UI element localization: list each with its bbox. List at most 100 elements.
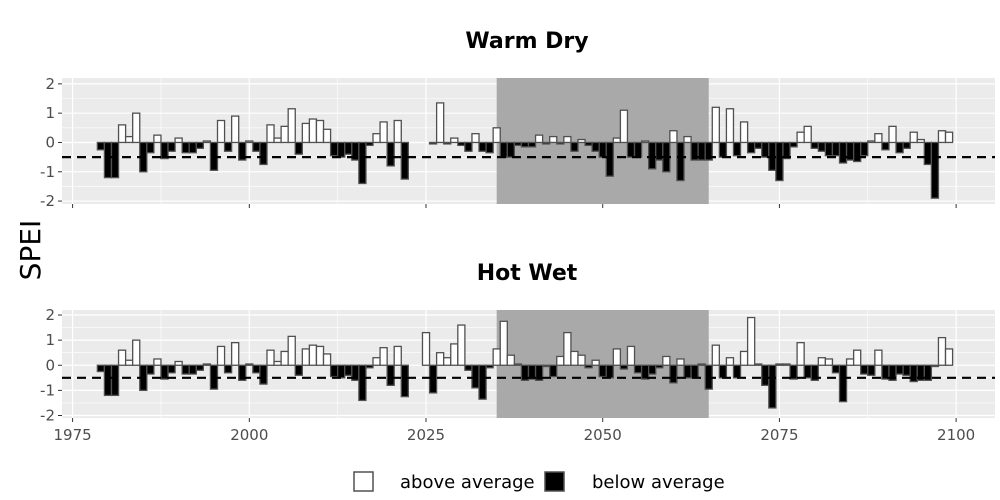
bar-below-average (718, 364, 728, 379)
y-tick-label: -2 (40, 406, 55, 424)
bar-above-average (739, 350, 749, 366)
bar-above-average (372, 357, 381, 366)
bar-below-average (930, 141, 940, 199)
bar-above-average (683, 135, 692, 144)
bar-below-average (506, 141, 516, 158)
bar-above-average (937, 336, 947, 366)
bar-above-average (549, 135, 558, 144)
bar-below-average (223, 141, 233, 152)
bar-below-average (648, 141, 657, 170)
y-tick-label: 0 (45, 356, 55, 374)
bar-above-average (817, 357, 827, 366)
bar-below-average (428, 364, 438, 394)
y-tick-label: -1 (40, 163, 55, 181)
bar-below-average (761, 364, 770, 386)
bar-above-average (944, 131, 954, 144)
bar-above-average (443, 357, 452, 366)
bar-below-average (570, 141, 579, 152)
y-tick-label: 0 (45, 133, 55, 151)
bar-above-average (450, 137, 459, 144)
bar-below-average (633, 141, 643, 158)
bar-above-average (874, 349, 883, 366)
bar-below-average (146, 141, 155, 154)
bar-below-average (344, 141, 353, 155)
bar-below-average (591, 141, 600, 152)
bar-below-average (817, 141, 827, 152)
bar-below-average (294, 141, 303, 155)
bar-above-average (591, 359, 600, 366)
x-tick-label: 2075 (760, 426, 798, 444)
bar-above-average (852, 349, 862, 366)
bar-below-average (464, 141, 473, 152)
panel-title-warm-dry: Warm Dry (465, 29, 588, 54)
bar-below-average (358, 141, 367, 185)
bar-below-average (541, 364, 551, 368)
bar-above-average (301, 122, 311, 144)
bar-above-average (266, 349, 275, 366)
bar-below-average (775, 141, 784, 182)
bar-below-average (485, 141, 494, 154)
bar-above-average (492, 127, 501, 144)
bar-below-average (499, 141, 508, 158)
bar-below-average (923, 364, 933, 381)
bar-below-average (605, 364, 614, 379)
bar-below-average (457, 141, 466, 147)
bar-above-average (824, 358, 834, 366)
bar-above-average (322, 353, 332, 366)
bar-below-average (867, 364, 876, 376)
bar-below-average (831, 141, 841, 157)
x-tick-label: 2025 (407, 426, 445, 444)
bar-below-average (732, 141, 742, 157)
bar-above-average (577, 138, 586, 144)
bar-below-average (534, 364, 544, 381)
bar-below-average (619, 364, 629, 370)
bar-above-average (739, 121, 749, 144)
bar-below-average (556, 141, 565, 145)
bar-below-average (103, 141, 113, 179)
bar-above-average (909, 131, 918, 144)
bar-above-average (379, 121, 388, 144)
bar-above-average (845, 358, 855, 366)
bar-above-average (796, 131, 805, 144)
bar-below-average (337, 141, 346, 158)
bar-below-average (365, 141, 374, 147)
bar-below-average (110, 141, 120, 179)
panel-hot-wet: 2 1 0 -1 -2 (40, 306, 995, 424)
bar-below-average (902, 141, 911, 149)
bar-above-average (124, 359, 134, 366)
bar-above-average (640, 140, 650, 144)
bar-above-average (117, 124, 127, 144)
bar-below-average (584, 364, 593, 369)
bar-below-average (676, 141, 685, 182)
bar-below-average (96, 364, 106, 373)
bar-below-average (761, 141, 770, 158)
y-tick-label: -2 (40, 192, 55, 210)
bar-above-average (372, 133, 381, 144)
bar-below-average (195, 364, 205, 371)
bar-above-average (725, 357, 735, 366)
bar-above-average (245, 140, 254, 144)
bar-above-average (216, 345, 226, 366)
bar-below-average (768, 364, 777, 409)
bar-below-average (365, 364, 374, 369)
bar-below-average (633, 364, 643, 374)
bar-below-average (683, 364, 692, 379)
bar-below-average (598, 141, 607, 158)
bar-below-average (754, 141, 763, 149)
bar-below-average (464, 364, 473, 371)
bar-below-average (527, 141, 537, 148)
bar-below-average (259, 364, 268, 385)
bar-below-average (746, 141, 756, 154)
bar-below-average (238, 141, 247, 161)
bar-below-average (881, 141, 890, 151)
bar-below-average (860, 364, 869, 375)
bar-above-average (492, 348, 501, 366)
bar-below-average (732, 364, 742, 379)
bar-below-average (188, 364, 197, 375)
bar-above-average (117, 349, 127, 366)
bar-below-average (810, 141, 819, 149)
bar-above-average (725, 108, 735, 144)
bar-above-average (697, 363, 706, 366)
bar-below-average (655, 141, 664, 161)
bar-below-average (669, 364, 678, 384)
